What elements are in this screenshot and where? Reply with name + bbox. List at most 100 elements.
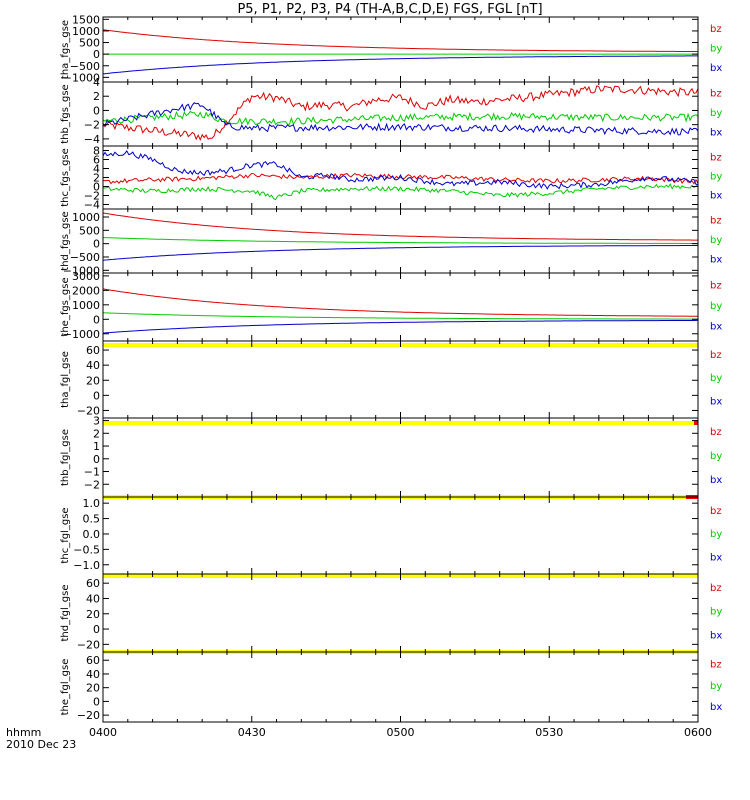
y-axis-label: tha_fgs_gse [60, 20, 71, 79]
y-tick-label: 1 [93, 440, 100, 453]
legend-by: by [710, 172, 722, 183]
y-tick-label: −500 [70, 251, 100, 264]
y-tick-label: 0 [93, 623, 100, 636]
y-tick-label: 0 [93, 48, 100, 61]
series-line-bx [102, 149, 699, 190]
y-axis-label: thb_fgs_gse [60, 84, 71, 143]
legend-bx: bx [710, 127, 722, 138]
y-tick-label: 1500 [72, 13, 100, 26]
legend-bx: bx [710, 630, 722, 641]
panel-frame [102, 16, 699, 83]
panel-frame [102, 496, 699, 575]
x-tick-label: 0430 [238, 726, 266, 739]
legend-by: by [710, 373, 722, 384]
series-line-by [102, 237, 698, 244]
y-tick-label: 0 [93, 389, 100, 402]
y-tick-label: 0 [93, 695, 100, 708]
y-tick-label: 60 [86, 344, 100, 357]
x-axis-label: hhmm [6, 726, 41, 739]
y-tick-label: 2 [93, 172, 100, 185]
figure-title: P5, P1, P2, P3, P4 (TH-A,B,C,D,E) FGS, F… [237, 2, 542, 17]
y-tick-label: 0 [93, 104, 100, 117]
y-tick-label: −1.0 [73, 559, 100, 572]
y-tick-label: 0.5 [83, 513, 101, 526]
y-tick-label: 0 [93, 238, 100, 251]
y-tick-label: 4 [93, 76, 100, 89]
panel-thb_fgs_gse: 420 −2−4 thb_fgs_gse bz by bx [60, 76, 722, 147]
y-tick-label: 6 [93, 154, 100, 167]
legend-by: by [710, 451, 722, 462]
y-tick-label: 20 [86, 374, 100, 387]
y-tick-label: 1.0 [83, 497, 101, 510]
panel-frame [102, 340, 699, 419]
y-tick-label: 3000 [72, 270, 100, 283]
y-tick-label: −4 [84, 133, 100, 146]
panel-thd_fgl_gse: 60 40 20 0 −20 thd_fgl_gse bz by bx [60, 573, 722, 654]
panel-frame [102, 208, 699, 274]
y-tick-label: 2000 [72, 284, 100, 297]
y-tick-label: 500 [79, 37, 100, 50]
y-tick-label: 2 [93, 427, 100, 440]
legend-bz: bz [710, 153, 722, 164]
y-axis-label: thd_fgs_gse [60, 211, 71, 270]
series-line-bz [102, 212, 698, 241]
legend-bz: bz [710, 350, 722, 361]
y-tick-label: 8 [93, 145, 100, 158]
series-line-bx [102, 245, 698, 261]
series-line-bz [102, 288, 698, 317]
panel-frame [102, 651, 699, 723]
series-line-bx [103, 102, 699, 136]
y-tick-label: −4 [84, 199, 100, 212]
series-line-bx [102, 319, 698, 334]
y-tick-label: 0 [93, 453, 100, 466]
panel-frame [102, 573, 699, 653]
y-axis-label: the_fgl_gse [60, 659, 71, 716]
y-tick-label: 2 [93, 90, 100, 103]
series-line-by [102, 312, 698, 320]
panel-frame [102, 417, 699, 498]
y-tick-label: 60 [86, 577, 100, 590]
date-label: 2010 Dec 23 [6, 738, 76, 751]
legend-by: by [710, 108, 722, 119]
y-tick-label: 0 [93, 313, 100, 326]
y-tick-label: 1000 [72, 25, 100, 38]
y-axis-label: thb_fgl_gse [60, 429, 71, 486]
legend-bz: bz [710, 506, 722, 517]
x-tick-label: 0400 [89, 726, 117, 739]
y-axis-label: thc_fgl_gse [60, 507, 71, 563]
y-tick-label: −20 [77, 404, 100, 417]
y-tick-label: 4 [93, 163, 100, 176]
y-tick-label: −500 [70, 60, 100, 73]
legend-bz: bz [710, 216, 722, 227]
legend-by: by [710, 681, 722, 692]
y-tick-label: 1000 [72, 211, 100, 224]
legend-bz: bz [710, 427, 722, 438]
legend-bx: bx [710, 397, 722, 408]
y-tick-label: 3 [93, 415, 100, 428]
legend-by: by [710, 44, 722, 55]
series-line-bz [102, 172, 699, 185]
legend-by: by [710, 529, 722, 540]
y-tick-label: 20 [86, 608, 100, 621]
y-tick-label: −2 [84, 119, 100, 132]
y-tick-label: −1 [84, 466, 100, 479]
y-tick-label: 40 [86, 359, 100, 372]
legend-bx: bx [710, 475, 722, 486]
legend-bx: bx [710, 254, 722, 265]
series-line-by [102, 183, 699, 201]
y-tick-label: 0 [93, 181, 100, 194]
y-axis-label: thd_fgl_gse [60, 585, 71, 642]
legend-by: by [710, 301, 722, 312]
y-tick-label: −0.5 [73, 543, 100, 556]
series-line-bz [102, 85, 699, 141]
y-axis-label: the_fgs_gse [60, 277, 71, 336]
y-tick-label: 1000 [72, 299, 100, 312]
y-tick-label: 40 [86, 668, 100, 681]
y-tick-label: 0.0 [83, 528, 101, 541]
x-tick-label: 0500 [387, 726, 415, 739]
x-tick-label: 0600 [684, 726, 712, 739]
